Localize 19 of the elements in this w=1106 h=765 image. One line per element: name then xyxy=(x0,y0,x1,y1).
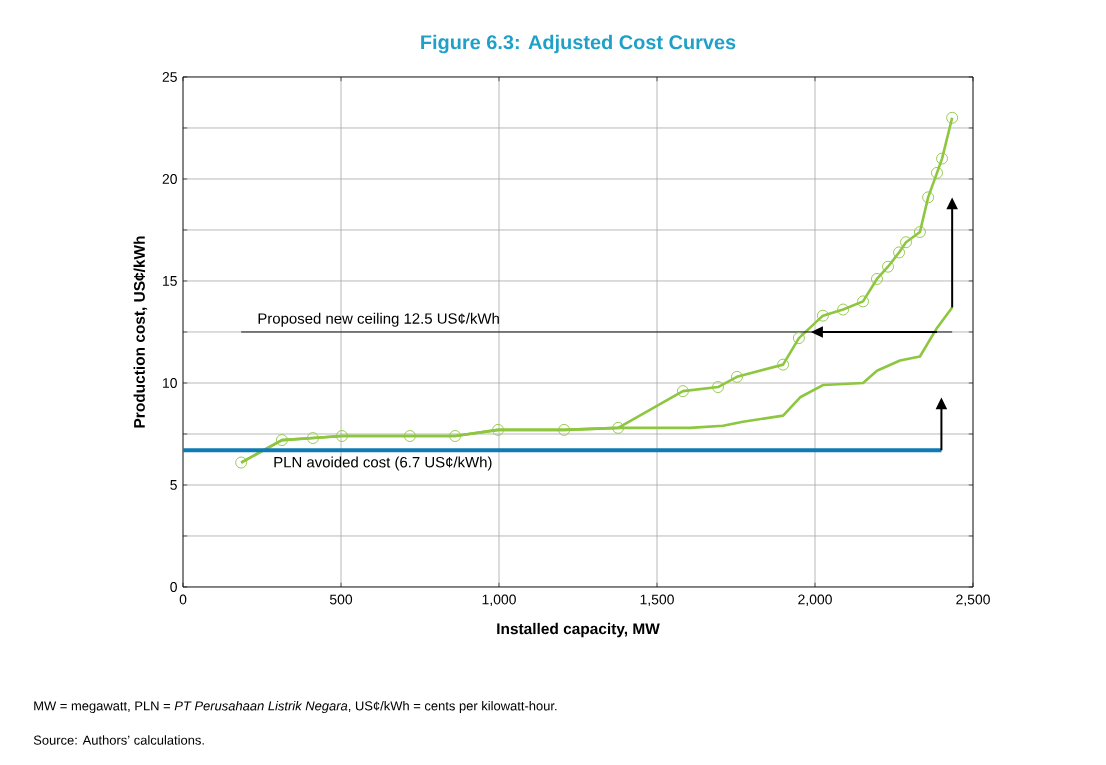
y-axis-title: Production cost, US¢/kWh xyxy=(133,236,148,428)
x-tick-label: 2,000 xyxy=(798,594,832,607)
x-axis-title: Installed capacity, MW xyxy=(497,622,660,638)
x-tick-label: 2,500 xyxy=(956,594,990,607)
x-tick-label: 500 xyxy=(329,594,353,605)
x-tick-label: 1,500 xyxy=(640,594,674,607)
x-tick-label: 0 xyxy=(179,594,187,605)
y-tick-label: 20 xyxy=(162,174,177,184)
source-note: Source: Authors’ calculations. xyxy=(33,735,204,745)
y-tick-label: 25 xyxy=(162,72,177,82)
y-tick-label: 0 xyxy=(170,582,177,592)
y-tick-label: 15 xyxy=(163,276,177,286)
y-tick-label: 10 xyxy=(163,378,177,388)
chart-title: Figure 6.3: Adjusted Cost Curves xyxy=(421,34,736,54)
series-label: PLN avoided cost (6.7 US¢/kWh) xyxy=(274,456,492,471)
series-label: Proposed new ceiling 12.5 US¢/kWh xyxy=(258,312,499,327)
y-tick-label: 5 xyxy=(170,480,177,490)
x-tick-label: 1,000 xyxy=(482,594,516,607)
text: MW = megawatt, PLN = PT Perusahaan Listrik Negara, US¢/kWh = cents per kilowatt-hour. xyxy=(34,700,557,714)
